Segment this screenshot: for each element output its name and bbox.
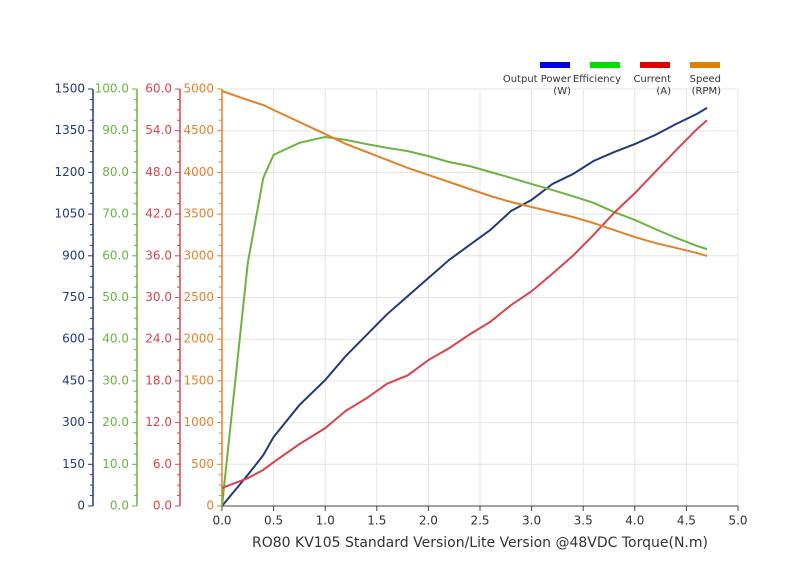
x-tick-label: 0.5 (264, 514, 283, 528)
x-tick-label: 3.0 (522, 514, 541, 528)
y-tick-label: 1200 (54, 165, 85, 179)
y-tick-label: 60.0 (102, 248, 129, 262)
x-tick-label: 0.0 (212, 514, 231, 528)
x-axis-title: RO80 KV105 Standard Version/Lite Version… (252, 535, 708, 551)
legend-unit: (W) (553, 86, 571, 97)
x-tick-label: 1.0 (316, 514, 335, 528)
legend-label: Speed (690, 74, 721, 85)
y-tick-label: 36.0 (145, 248, 172, 262)
y-tick-label: 100.0 (95, 82, 129, 96)
y-tick-label: 30.0 (145, 290, 172, 304)
y-tick-label: 3500 (183, 207, 214, 221)
y-tick-label: 18.0 (145, 373, 172, 387)
y-tick-label: 20.0 (102, 415, 129, 429)
legend-swatch (540, 62, 570, 68)
y-tick-label: 0.0 (153, 499, 172, 513)
legend-swatch (640, 62, 670, 68)
y-tick-label: 60.0 (145, 82, 172, 96)
series-line (221, 119, 708, 489)
x-tick-label: 4.0 (625, 514, 644, 528)
y-tick-label: 4500 (183, 123, 214, 137)
legend-label: Efficiency (573, 74, 621, 85)
y-tick-label: 5000 (183, 82, 214, 96)
y-tick-label: 10.0 (102, 457, 129, 471)
x-tick-label: 1.5 (367, 514, 386, 528)
y-tick-label: 70.0 (102, 207, 129, 221)
y-tick-label: 30.0 (102, 373, 129, 387)
y-tick-label: 1500 (183, 373, 214, 387)
y-tick-label: 0 (77, 499, 85, 513)
legend-label: Current (633, 74, 671, 85)
y-tick-label: 40.0 (102, 332, 129, 346)
legend-unit: (A) (656, 86, 671, 97)
x-tick-label: 3.5 (574, 514, 593, 528)
series-line (221, 107, 708, 507)
x-tick-label: 2.5 (470, 514, 489, 528)
y-tick-label: 54.0 (145, 123, 172, 137)
y-tick-label: 1500 (54, 82, 85, 96)
y-tick-label: 90.0 (102, 123, 129, 137)
y-tick-label: 1000 (183, 415, 214, 429)
y-tick-label: 0 (206, 499, 214, 513)
y-tick-label: 80.0 (102, 165, 129, 179)
y-tick-label: 6.0 (153, 457, 172, 471)
y-tick-label: 2500 (183, 290, 214, 304)
y-tick-label: 750 (62, 290, 85, 304)
y-tick-label: 3000 (183, 248, 214, 262)
y-tick-label: 0.0 (110, 499, 129, 513)
y-tick-label: 1350 (54, 123, 85, 137)
y-tick-label: 1050 (54, 207, 85, 221)
series-line (221, 90, 708, 257)
legend-swatch (590, 62, 620, 68)
legend-swatch (690, 62, 720, 68)
y-tick-label: 900 (62, 248, 85, 262)
y-tick-label: 600 (62, 332, 85, 346)
y-tick-label: 150 (62, 457, 85, 471)
x-tick-label: 4.5 (677, 514, 696, 528)
y-tick-label: 2000 (183, 332, 214, 346)
y-tick-label: 42.0 (145, 207, 172, 221)
legend-label: Output Power (503, 74, 572, 85)
x-tick-label: 5.0 (728, 514, 747, 528)
y-tick-label: 500 (191, 457, 214, 471)
y-tick-label: 50.0 (102, 290, 129, 304)
y-tick-label: 48.0 (145, 165, 172, 179)
y-tick-label: 450 (62, 373, 85, 387)
series-line (221, 135, 708, 507)
y-tick-label: 24.0 (145, 332, 172, 346)
y-tick-label: 300 (62, 415, 85, 429)
y-tick-label: 12.0 (145, 415, 172, 429)
x-tick-label: 2.0 (419, 514, 438, 528)
legend-unit: (RPM) (692, 86, 722, 97)
y-tick-label: 4000 (183, 165, 214, 179)
